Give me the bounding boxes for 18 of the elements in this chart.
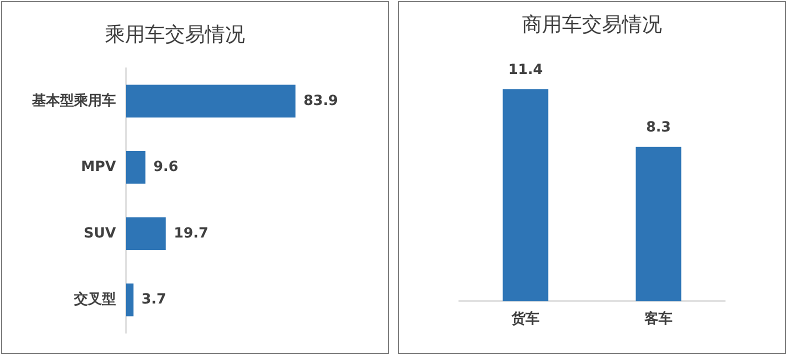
bar bbox=[126, 150, 146, 184]
data-label: 3.7 bbox=[141, 292, 166, 308]
chart-title: 乘用车交易情况 bbox=[105, 22, 245, 46]
y-tick-label: 基本型乘用车 bbox=[31, 92, 116, 109]
data-label: 9.6 bbox=[153, 159, 178, 176]
x-tick-label: 客车 bbox=[644, 310, 672, 328]
bar bbox=[126, 283, 134, 316]
data-label: 83.9 bbox=[303, 92, 338, 109]
data-label: 8.3 bbox=[646, 119, 671, 136]
y-tick-label: MPV bbox=[80, 159, 116, 176]
data-label: 11.4 bbox=[508, 62, 544, 78]
y-tick-label: SUV bbox=[84, 225, 116, 242]
x-tick-label: 货车 bbox=[510, 310, 540, 328]
y-tick-label: 交叉型 bbox=[73, 290, 116, 308]
data-label: 19.7 bbox=[174, 225, 208, 242]
bar bbox=[126, 84, 296, 118]
bar bbox=[126, 217, 166, 250]
chart-title: 商用车交易情况 bbox=[522, 12, 662, 36]
